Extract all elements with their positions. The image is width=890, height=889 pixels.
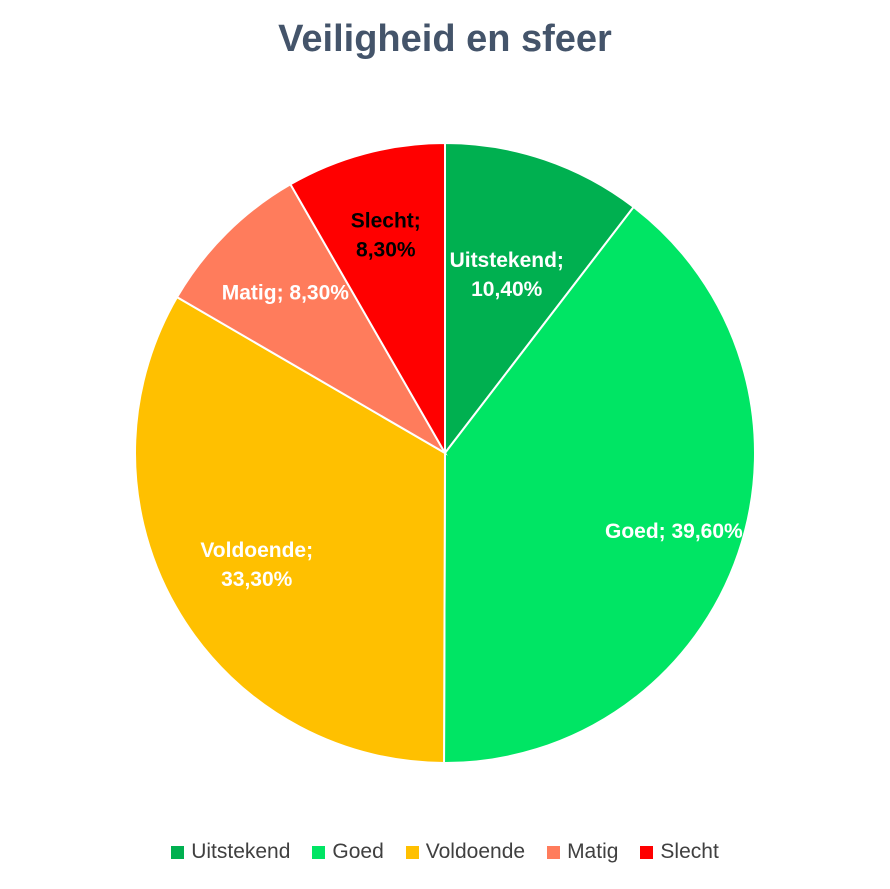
pie-slice-slecht: [289, 141, 446, 457]
legend-swatch: [547, 845, 561, 859]
legend-label: Matig: [567, 840, 619, 863]
legend-swatch: [640, 845, 654, 859]
chart-title: Veiligheid en sfeer: [278, 18, 612, 60]
pie-slice-uitstekend: [444, 141, 636, 456]
legend-item-goed: Goed: [312, 840, 384, 864]
data-label-slecht: Slecht; 8,30%: [351, 209, 421, 261]
legend-swatch: [171, 845, 185, 859]
data-label-uitstekend: Uitstekend; 10,40%: [450, 249, 564, 301]
legend-label: Slecht: [660, 840, 719, 863]
legend-item-slecht: Slecht: [640, 840, 719, 864]
legend-swatch: [312, 845, 326, 859]
pie-data-labels: Uitstekend; 10,40% Goed; 39,60% Voldoende; 3…: [200, 209, 743, 591]
legend-swatch: [405, 845, 419, 859]
legend-label: Voldoende: [425, 840, 526, 863]
data-label-voldoende: Voldoende; 33,30%: [200, 539, 313, 591]
legend-label: Goed: [332, 840, 384, 863]
pie-slices: [134, 141, 756, 765]
data-label-goed: Goed; 39,60%: [605, 520, 743, 543]
pie-slice-voldoende: [134, 295, 447, 765]
pie-slice-matig: [175, 182, 448, 456]
legend-item-matig: Matig: [547, 840, 618, 864]
legend-item-voldoende: Voldoende: [405, 840, 526, 864]
pie-slice-goed: [443, 205, 756, 764]
legend-item-uitstekend: Uitstekend: [171, 840, 290, 864]
data-label-matig: Matig; 8,30%: [222, 282, 350, 305]
legend-label: Uitstekend: [191, 840, 291, 863]
chart-legend: Uitstekend Goed Voldoende Matig Slecht: [0, 840, 890, 864]
